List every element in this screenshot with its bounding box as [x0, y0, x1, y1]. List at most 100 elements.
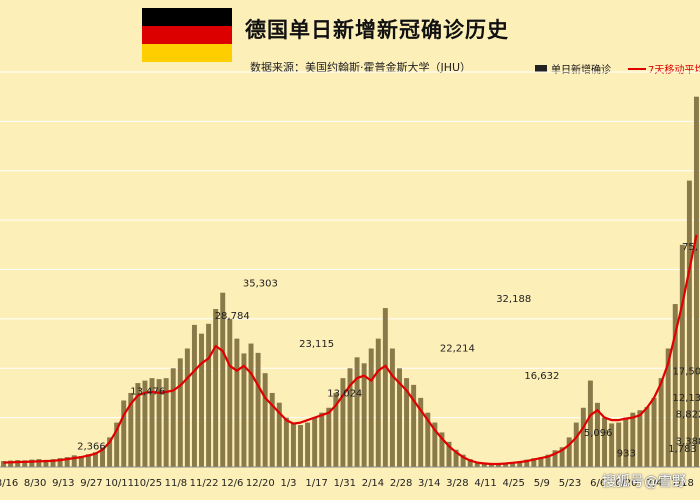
bar — [503, 463, 509, 467]
bar — [404, 378, 410, 467]
x-tick-label: 1/3 — [280, 478, 296, 489]
bar — [241, 353, 247, 467]
x-tick-label: 4/11 — [474, 478, 496, 489]
bar — [262, 373, 268, 467]
bar — [269, 392, 275, 467]
x-tick-label: 1/31 — [334, 478, 356, 489]
bar — [340, 378, 346, 467]
flag-stripe-red — [142, 26, 232, 44]
x-axis: 8/168/309/139/2710/1110/2511/811/2212/61… — [0, 466, 700, 489]
bar — [637, 410, 643, 467]
data-label: 1,783 — [668, 444, 697, 455]
bar — [8, 460, 14, 467]
bar — [57, 458, 63, 467]
bar — [418, 397, 424, 467]
bar — [15, 460, 21, 467]
watermark: 搜狐号@雪野 — [602, 474, 686, 490]
bar — [566, 437, 572, 467]
bar — [276, 402, 282, 467]
bar — [425, 412, 431, 467]
bar — [559, 447, 565, 467]
x-tick-label: 4/25 — [502, 478, 524, 489]
germany-flag — [142, 8, 232, 62]
bar — [43, 459, 49, 467]
legend-moving-average-label: 7天移动平均 — [648, 65, 700, 76]
x-tick-label: 10/25 — [133, 478, 162, 489]
bar — [517, 461, 523, 467]
x-tick-label: 6/6 — [590, 478, 606, 489]
bar — [446, 441, 452, 467]
data-label: 13,024 — [327, 389, 362, 400]
bar — [135, 383, 141, 467]
bar — [587, 380, 593, 467]
bar — [50, 459, 56, 467]
bar — [686, 180, 692, 467]
bar — [121, 400, 127, 467]
bar — [319, 412, 325, 467]
bar — [283, 417, 289, 467]
bar — [651, 397, 657, 467]
bar — [368, 348, 374, 467]
x-tick-label: 12/6 — [221, 478, 243, 489]
bar — [496, 463, 501, 467]
bar — [545, 454, 551, 467]
data-source: 数据来源：美国约翰斯·霍普金斯大学（JHU） — [250, 61, 472, 74]
bar — [644, 407, 650, 467]
x-tick-label: 7/18 — [671, 478, 693, 489]
data-label: 23,115 — [299, 339, 334, 350]
bar — [206, 323, 212, 467]
bar — [78, 456, 84, 467]
x-tick-label: 5/23 — [559, 478, 581, 489]
bar — [481, 462, 487, 467]
bar — [312, 417, 318, 467]
bar — [693, 96, 699, 467]
x-tick-label: 10/11 — [105, 478, 134, 489]
bar — [36, 459, 42, 467]
data-label: 35,303 — [243, 279, 278, 290]
bar — [375, 338, 381, 467]
bar — [595, 402, 600, 467]
bar — [184, 348, 190, 467]
bar — [163, 378, 169, 467]
bar — [107, 437, 113, 467]
x-tick-label: 1/17 — [305, 478, 327, 489]
bar — [326, 407, 332, 467]
legend-moving-average: 7天移动平均 — [628, 61, 700, 76]
data-label: 32,188 — [496, 294, 531, 305]
bar — [290, 422, 296, 467]
x-tick-label: 9/27 — [80, 478, 102, 489]
bar — [22, 460, 28, 467]
bar — [305, 422, 311, 467]
flag-stripe-black — [142, 8, 232, 26]
bar — [658, 378, 664, 467]
bar — [298, 425, 303, 467]
bar — [609, 423, 615, 467]
bar — [460, 454, 466, 467]
bar — [510, 462, 516, 467]
data-label: 13,476 — [130, 386, 165, 397]
bar — [602, 417, 608, 467]
bar — [573, 422, 579, 467]
bar — [531, 458, 537, 467]
data-label: 933 — [617, 448, 636, 459]
data-label: 16,632 — [524, 371, 559, 382]
data-label: 8,822 — [676, 409, 700, 420]
bar — [439, 432, 445, 467]
legend-bar-swatch — [535, 65, 547, 72]
data-label: 3,388 — [676, 436, 700, 447]
bar — [432, 422, 438, 467]
data-label: 28,784 — [215, 311, 250, 322]
bar — [354, 357, 360, 467]
data-label: 12,134 — [673, 393, 700, 404]
bar — [149, 378, 155, 467]
legend-daily-cases: 单日新增确诊 — [535, 61, 611, 76]
data-label: 22,214 — [440, 343, 475, 354]
bar — [85, 454, 91, 467]
bar — [177, 358, 183, 467]
data-label: 75, — [682, 242, 698, 253]
bar — [538, 457, 544, 467]
bar — [199, 333, 204, 467]
bar — [552, 450, 558, 467]
x-tick-label: 2/14 — [362, 478, 384, 489]
